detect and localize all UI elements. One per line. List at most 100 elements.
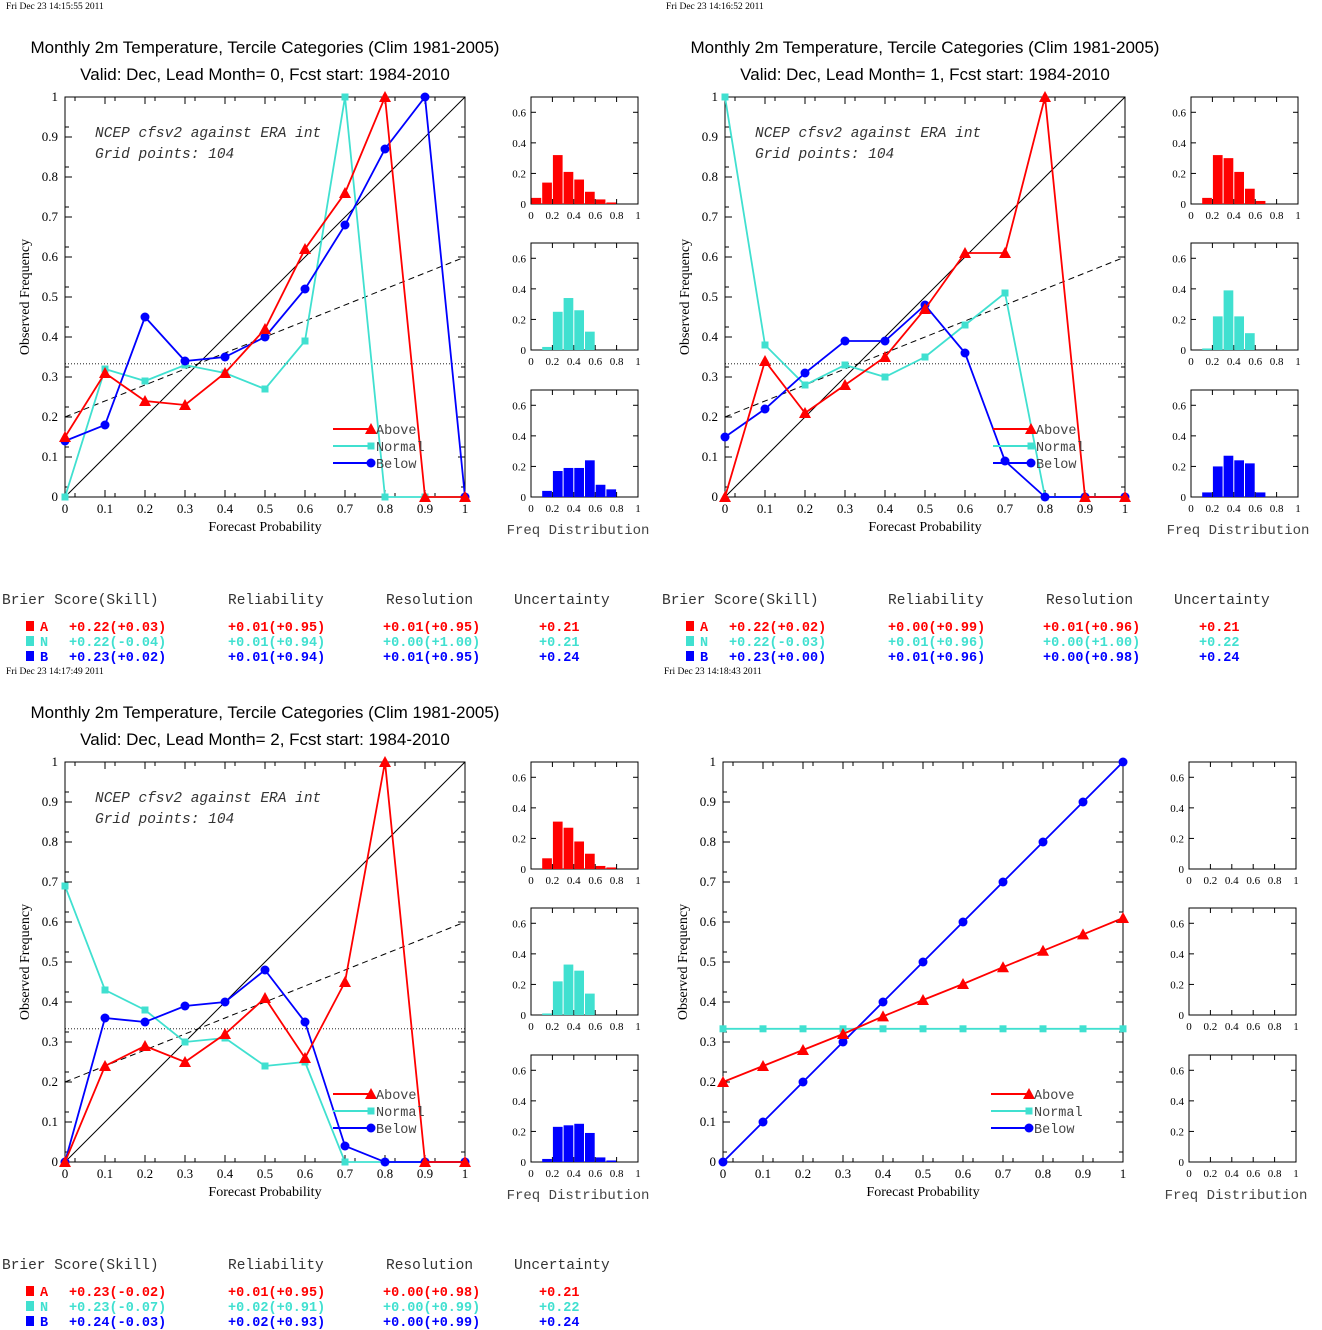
series-above <box>59 756 471 1167</box>
freq-y-tick-label: 0.2 <box>512 833 526 845</box>
data-point-below <box>140 312 150 322</box>
y-tick-label: 1 <box>52 754 59 769</box>
legend-marker <box>366 1123 376 1133</box>
y-tick-label: 0.4 <box>42 994 59 1009</box>
data-point-normal <box>341 93 349 101</box>
freq-bar <box>585 460 595 497</box>
freq-frame <box>1190 389 1299 498</box>
data-point-above <box>839 379 851 390</box>
data-point-above <box>299 1052 311 1063</box>
data-point-below <box>380 1157 390 1167</box>
y-tick-label: 0.2 <box>42 1074 58 1089</box>
data-point-normal <box>961 321 969 329</box>
y-tick-label: 0.6 <box>702 249 719 264</box>
freq-bar <box>1245 188 1255 204</box>
freq-y-tick-label: 0.2 <box>512 168 526 180</box>
score-swatch <box>26 1301 34 1311</box>
freq-y-tick-label: 0.4 <box>1170 803 1184 815</box>
freq-x-tick-label: 1 <box>635 875 641 887</box>
data-point-below <box>340 1141 350 1151</box>
x-tick-label: 0.9 <box>1077 501 1093 516</box>
data-point-normal <box>881 373 889 381</box>
freq-y-tick-label: 0.4 <box>1170 949 1184 961</box>
data-point-normal <box>921 353 929 361</box>
x-tick-label: 0 <box>720 1166 727 1181</box>
data-point-normal <box>841 361 849 369</box>
reliability-score: +0.01(+0.95) <box>228 621 325 636</box>
freq-y-tick-label: 0.6 <box>1170 1065 1184 1077</box>
reliability-score: +0.01(+0.96) <box>888 651 985 666</box>
y-tick-label: 0 <box>52 1154 59 1169</box>
freq-bar <box>531 197 542 204</box>
resolution-score: +0.00(+0.99) <box>383 1301 480 1316</box>
freq-y-tick-label: 0.4 <box>1172 431 1186 443</box>
score-header: Reliability <box>228 1258 324 1274</box>
freq-x-tick-label: 0.8 <box>610 210 624 222</box>
reliability-score: +0.01(+0.95) <box>228 1286 325 1301</box>
legend-label: Below <box>1036 458 1077 473</box>
freq-y-tick-label: 0.2 <box>1170 979 1184 991</box>
legend-label: Normal <box>1034 1106 1083 1121</box>
legend-marker <box>1025 1107 1033 1115</box>
freq-bar <box>552 1126 563 1162</box>
freq-y-tick-label: 0.4 <box>1172 284 1186 296</box>
freq-x-tick-label: 1 <box>1295 356 1301 368</box>
data-point-above <box>259 992 271 1003</box>
score-label: A <box>40 1286 49 1301</box>
legend-marker <box>367 442 375 450</box>
x-tick-label: 0.8 <box>377 1166 393 1181</box>
freq-y-tick-label: 0.2 <box>512 1126 526 1138</box>
freq-x-tick-label: 0.6 <box>1246 875 1260 887</box>
freq-y-tick-label: 0 <box>521 492 527 504</box>
y-tick-label: 0.3 <box>42 369 58 384</box>
chart-subtitle: Valid: Dec, Lead Month= 2, Fcst start: 1… <box>80 730 450 749</box>
freq-bar <box>1202 492 1212 497</box>
freq-bar <box>1234 171 1244 204</box>
freq-y-tick-label: 0.6 <box>512 918 526 930</box>
data-point-normal <box>1039 1025 1047 1033</box>
data-point-above <box>997 961 1009 973</box>
data-point-above <box>999 247 1011 258</box>
freq-distribution-label: Freq Distribution <box>1165 1188 1308 1204</box>
x-tick-label: 0.6 <box>957 501 974 516</box>
legend-marker <box>1025 423 1037 434</box>
freq-x-tick-label: 0.2 <box>1206 356 1220 368</box>
freq-x-tick-label: 0.4 <box>1227 210 1241 222</box>
data-point-above <box>459 491 471 502</box>
y-tick-label: 0.7 <box>42 874 59 889</box>
brier-score: +0.22(-0.04) <box>69 636 166 651</box>
freq-bar <box>1223 158 1234 204</box>
freq-x-tick-label: 1 <box>1295 210 1301 222</box>
freq-bar <box>595 865 606 869</box>
brier-score: +0.22(+0.02) <box>729 621 826 636</box>
legend-label: Above <box>376 1089 417 1104</box>
chart-title: Monthly 2m Temperature, Tercile Categori… <box>31 38 500 57</box>
resolution-score: +0.01(+0.95) <box>383 621 480 636</box>
freq-bar <box>1223 290 1234 350</box>
y-tick-label: 0.7 <box>700 874 717 889</box>
series-below <box>60 965 470 1167</box>
data-point-above <box>1077 928 1089 940</box>
data-point-normal <box>301 337 309 345</box>
x-tick-label: 0.9 <box>1075 1166 1091 1181</box>
reliability-plot: 0 0.1 0.2 0.3 0.4 0.5 0.6 0.7 0.8 0.9 1 0 0.1 0.2 0.3 0… <box>676 754 1129 1200</box>
freq-y-tick-label: 0.6 <box>512 1065 526 1077</box>
data-point-normal <box>759 1025 767 1033</box>
freq-bar <box>542 1013 552 1015</box>
y-axis-label: Observed Frequency <box>678 239 693 355</box>
data-point-below <box>1078 797 1088 807</box>
reliability-score: +0.02(+0.93) <box>228 1316 325 1330</box>
y-tick-label: 0.8 <box>702 169 718 184</box>
data-point-above <box>797 1044 809 1055</box>
data-point-above <box>1119 491 1131 502</box>
y-tick-label: 0.2 <box>702 409 718 424</box>
freq-x-tick-label: 0.6 <box>1248 210 1262 222</box>
y-tick-label: 0.1 <box>42 1114 58 1129</box>
freq-x-tick-label: 0.8 <box>610 356 624 368</box>
uncertainty-score: +0.24 <box>539 651 580 666</box>
data-point-below <box>800 368 810 378</box>
freq-bar <box>1255 200 1266 204</box>
freq-x-tick-label: 1 <box>635 210 641 222</box>
y-tick-label: 0.1 <box>700 1114 716 1129</box>
legend-label: Above <box>376 424 417 439</box>
